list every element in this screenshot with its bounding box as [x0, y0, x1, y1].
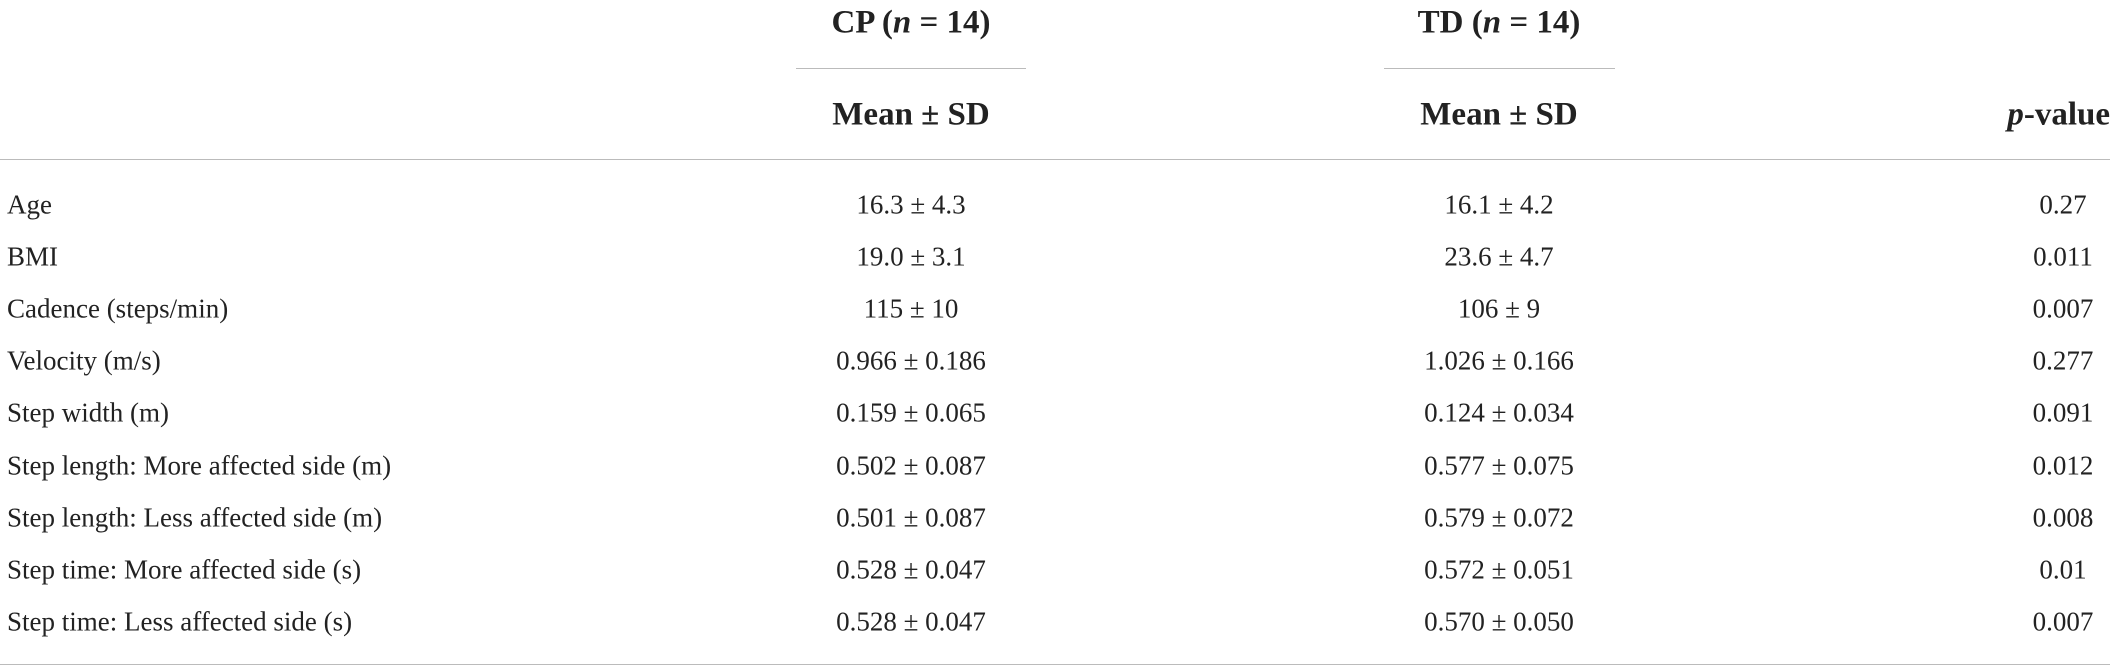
- table-cell: 0.966 ± 0.186: [836, 345, 986, 376]
- header-part: CP (: [831, 4, 893, 41]
- table-cell: 0.577 ± 0.075: [1424, 450, 1574, 480]
- bottom-rule: [0, 664, 2110, 665]
- row-label: Step time: More affected side (s): [7, 554, 362, 585]
- header-part: n: [892, 4, 912, 41]
- table-cell: 0.091: [2032, 397, 2094, 428]
- table-cell: 0.008: [2032, 502, 2094, 533]
- header-part: -value: [2023, 96, 2110, 133]
- table-cell: 0.579 ± 0.072: [1424, 502, 1574, 533]
- group-header: TD (n = 14): [1417, 4, 1581, 41]
- table-cell: 0.011: [2033, 241, 2093, 272]
- table-cell: 23.6 ± 4.7: [1444, 241, 1554, 272]
- header-part: p: [2007, 96, 2024, 133]
- group-rule: [1384, 68, 1615, 69]
- column-header: Mean ± SD: [832, 96, 990, 133]
- table-cell: 0.572 ± 0.051: [1424, 554, 1574, 585]
- row-label: Velocity (m/s): [7, 345, 161, 376]
- table-cell: 0.01: [2039, 554, 2087, 585]
- header-part: = 14): [1501, 4, 1581, 41]
- column-header: Mean ± SD: [1420, 96, 1578, 133]
- table-cell: 0.27: [2039, 189, 2087, 220]
- table-cell: 0.159 ± 0.065: [836, 397, 986, 428]
- table-cell: 115 ± 10: [863, 293, 959, 324]
- row-label: Step width (m): [7, 397, 169, 428]
- table-cell: 16.3 ± 4.3: [856, 189, 966, 220]
- row-label: Cadence (steps/min): [7, 293, 229, 324]
- table-cell: 0.277: [2032, 345, 2094, 376]
- table-cell: 0.502 ± 0.087: [836, 450, 986, 480]
- table-cell: 106 ± 9: [1457, 293, 1541, 324]
- table-cell: 0.528 ± 0.047: [836, 606, 986, 637]
- table-cell: 0.012: [2032, 450, 2094, 480]
- table-cell: 1.026 ± 0.166: [1424, 345, 1574, 376]
- row-label: BMI: [7, 241, 59, 272]
- header-part: TD (: [1417, 4, 1483, 41]
- table-cell: 0.570 ± 0.050: [1424, 606, 1574, 637]
- row-label: Step length: Less affected side (m): [7, 502, 383, 533]
- table-cell: 0.007: [2032, 606, 2094, 637]
- row-label: Age: [7, 189, 52, 220]
- header-part: = 14): [911, 4, 991, 41]
- header-rule: [0, 159, 2110, 160]
- table-cell: 19.0 ± 3.1: [856, 241, 966, 272]
- group-rule: [796, 68, 1026, 69]
- table-cell: 0.007: [2032, 293, 2094, 324]
- table-cell: 0.501 ± 0.087: [836, 502, 986, 533]
- table-cell: 0.528 ± 0.047: [836, 554, 986, 585]
- column-header: p-value: [2007, 96, 2110, 133]
- group-header: CP (n = 14): [831, 4, 991, 41]
- row-label: Step length: More affected side (m): [7, 450, 392, 480]
- row-label: Step time: Less affected side (s): [7, 606, 353, 637]
- table-cell: 0.124 ± 0.034: [1424, 397, 1574, 428]
- table-cell: 16.1 ± 4.2: [1444, 189, 1554, 220]
- header-part: n: [1482, 4, 1502, 41]
